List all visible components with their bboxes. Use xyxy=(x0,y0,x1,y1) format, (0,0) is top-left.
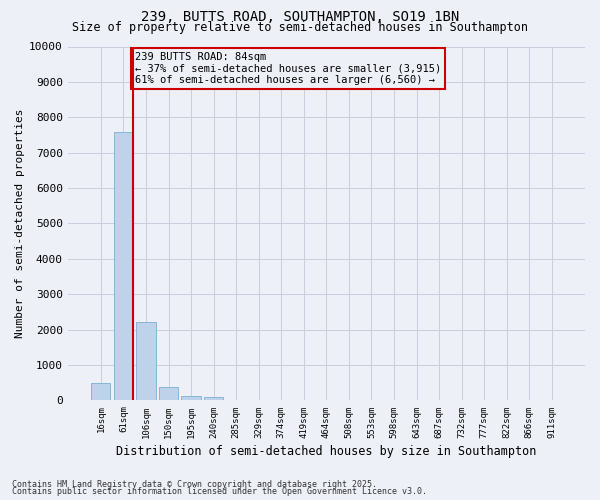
Text: 239, BUTTS ROAD, SOUTHAMPTON, SO19 1BN: 239, BUTTS ROAD, SOUTHAMPTON, SO19 1BN xyxy=(141,10,459,24)
Bar xyxy=(91,384,110,400)
Text: Contains HM Land Registry data © Crown copyright and database right 2025.: Contains HM Land Registry data © Crown c… xyxy=(12,480,377,489)
Bar xyxy=(204,397,223,400)
Bar xyxy=(181,396,200,400)
Text: 239 BUTTS ROAD: 84sqm
← 37% of semi-detached houses are smaller (3,915)
61% of s: 239 BUTTS ROAD: 84sqm ← 37% of semi-deta… xyxy=(135,52,441,85)
X-axis label: Distribution of semi-detached houses by size in Southampton: Distribution of semi-detached houses by … xyxy=(116,444,536,458)
Y-axis label: Number of semi-detached properties: Number of semi-detached properties xyxy=(15,108,25,338)
Text: Contains public sector information licensed under the Open Government Licence v3: Contains public sector information licen… xyxy=(12,488,427,496)
Bar xyxy=(114,132,133,400)
Bar xyxy=(136,322,155,400)
Bar xyxy=(159,388,178,400)
Text: Size of property relative to semi-detached houses in Southampton: Size of property relative to semi-detach… xyxy=(72,21,528,34)
